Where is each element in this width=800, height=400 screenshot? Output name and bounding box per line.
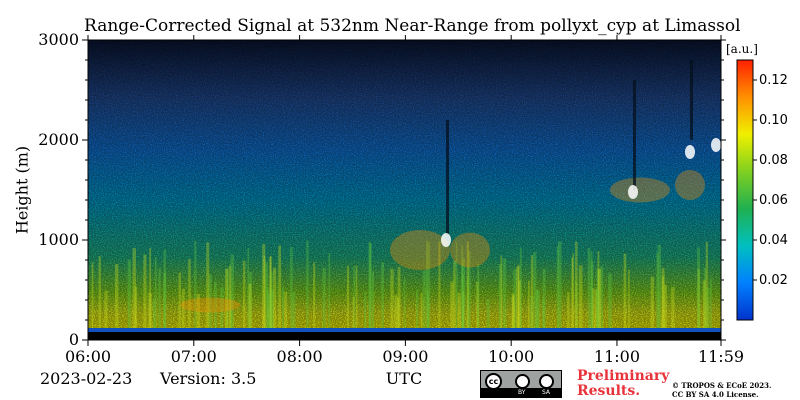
x-axis-label: UTC [385,369,423,388]
preliminary-line2: Results. [577,383,641,399]
copyright-credit: © TROPOS & ECoE 2023. CC BY SA 4.0 Licen… [672,381,771,399]
x-tick-label-5: 11:00 [594,347,640,366]
x-axis-ticks: 06:00 07:00 08:00 09:00 10:00 11:00 11:59 [65,35,744,366]
colorbar-tick-label-0: 0.02 [759,273,788,288]
x-tick-label-0: 06:00 [65,347,111,366]
attribution-icon [515,374,530,389]
x-tick-label-1: 07:00 [171,347,217,366]
heatmap-area [88,40,721,340]
x-tick-label-6: 11:59 [698,347,744,366]
credit-line2: CC BY SA 4.0 License. [672,390,759,399]
colorbar-tick-label-2: 0.06 [759,193,788,208]
plot-frame [87,39,722,341]
x-tick-label-3: 09:00 [382,347,428,366]
share-alike-icon [539,374,554,389]
colorbar: 0.02 0.04 0.06 0.08 0.10 0.12 [736,59,788,321]
colorbar-tick-label-3: 0.08 [759,153,788,168]
version-label: Version: 3.5 [160,369,257,388]
colorbar-unit: [a.u.] [726,42,758,56]
colorbar-tick-label-5: 0.12 [759,73,788,88]
cc-icon: cc [485,373,502,390]
y-tick-label-3: 3000 [38,30,79,49]
preliminary-notice: Preliminary Results. [577,369,669,399]
x-tick-label-4: 10:00 [488,347,534,366]
cc-sa-text: SA [542,389,551,396]
x-tick-label-2: 08:00 [277,347,323,366]
cc-license-badge: cc BY SA [480,370,562,398]
colorbar-tick-label-4: 0.10 [759,113,788,128]
y-tick-label-0: 0 [69,330,79,349]
colorbar-tick-label-1: 0.04 [759,233,788,248]
y-tick-label-1: 1000 [38,230,79,249]
preliminary-line1: Preliminary [577,368,670,384]
chart-title: Range-Corrected Signal at 532nm Near-Ran… [84,16,741,36]
credit-line1: © TROPOS & ECoE 2023. [672,381,772,390]
date-label: 2023-02-23 [40,369,133,388]
y-axis-ticks: 0 1000 2000 3000 [38,30,726,349]
cc-by-text: BY [518,389,526,396]
y-tick-label-2: 2000 [38,130,79,149]
